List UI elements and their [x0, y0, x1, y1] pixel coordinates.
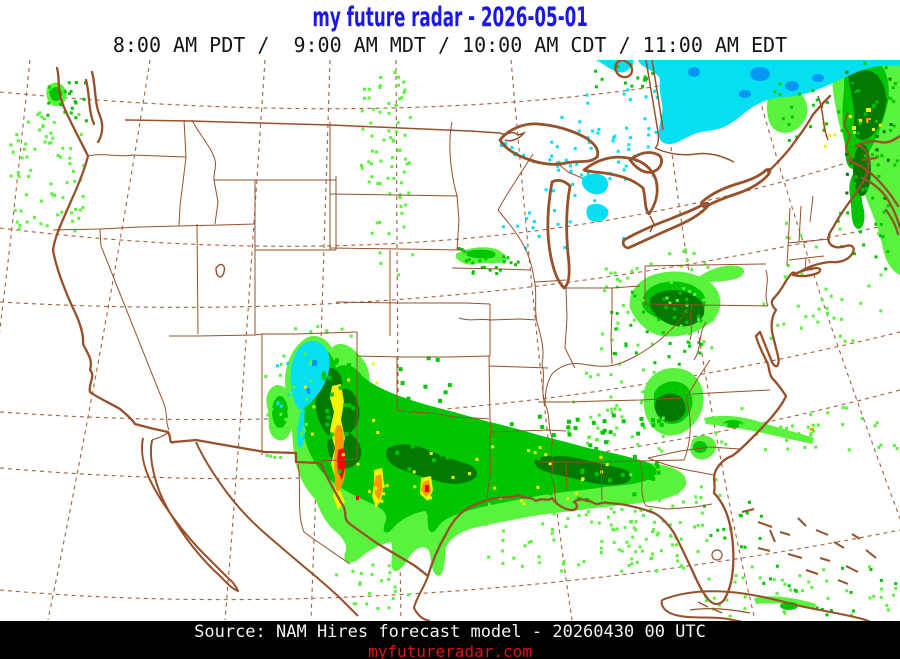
radar-speckle-layer	[9, 61, 900, 618]
footer-source: Source: NAM Hires forecast model - 20260…	[194, 622, 706, 642]
map-svg	[0, 60, 900, 621]
great-lakes	[498, 122, 772, 290]
radar-blue-layer	[306, 67, 824, 394]
mexico-caribbean-layer	[141, 431, 877, 621]
page-title: my future radar - 2026-05-01	[312, 2, 588, 33]
canada-border	[124, 60, 853, 163]
title-bar: my future radar - 2026-05-01	[0, 0, 900, 34]
radar-cyan-layer	[290, 60, 900, 448]
footer-bar: Source: NAM Hires forecast model - 20260…	[0, 621, 900, 659]
time-caption: 8:00 AM PDT / 9:00 AM MDT / 10:00 AM CDT…	[112, 33, 788, 57]
state-borders-layer	[52, 119, 831, 510]
radar-map	[0, 60, 900, 621]
footer-website-link[interactable]: myfutureradar.com	[368, 642, 532, 659]
